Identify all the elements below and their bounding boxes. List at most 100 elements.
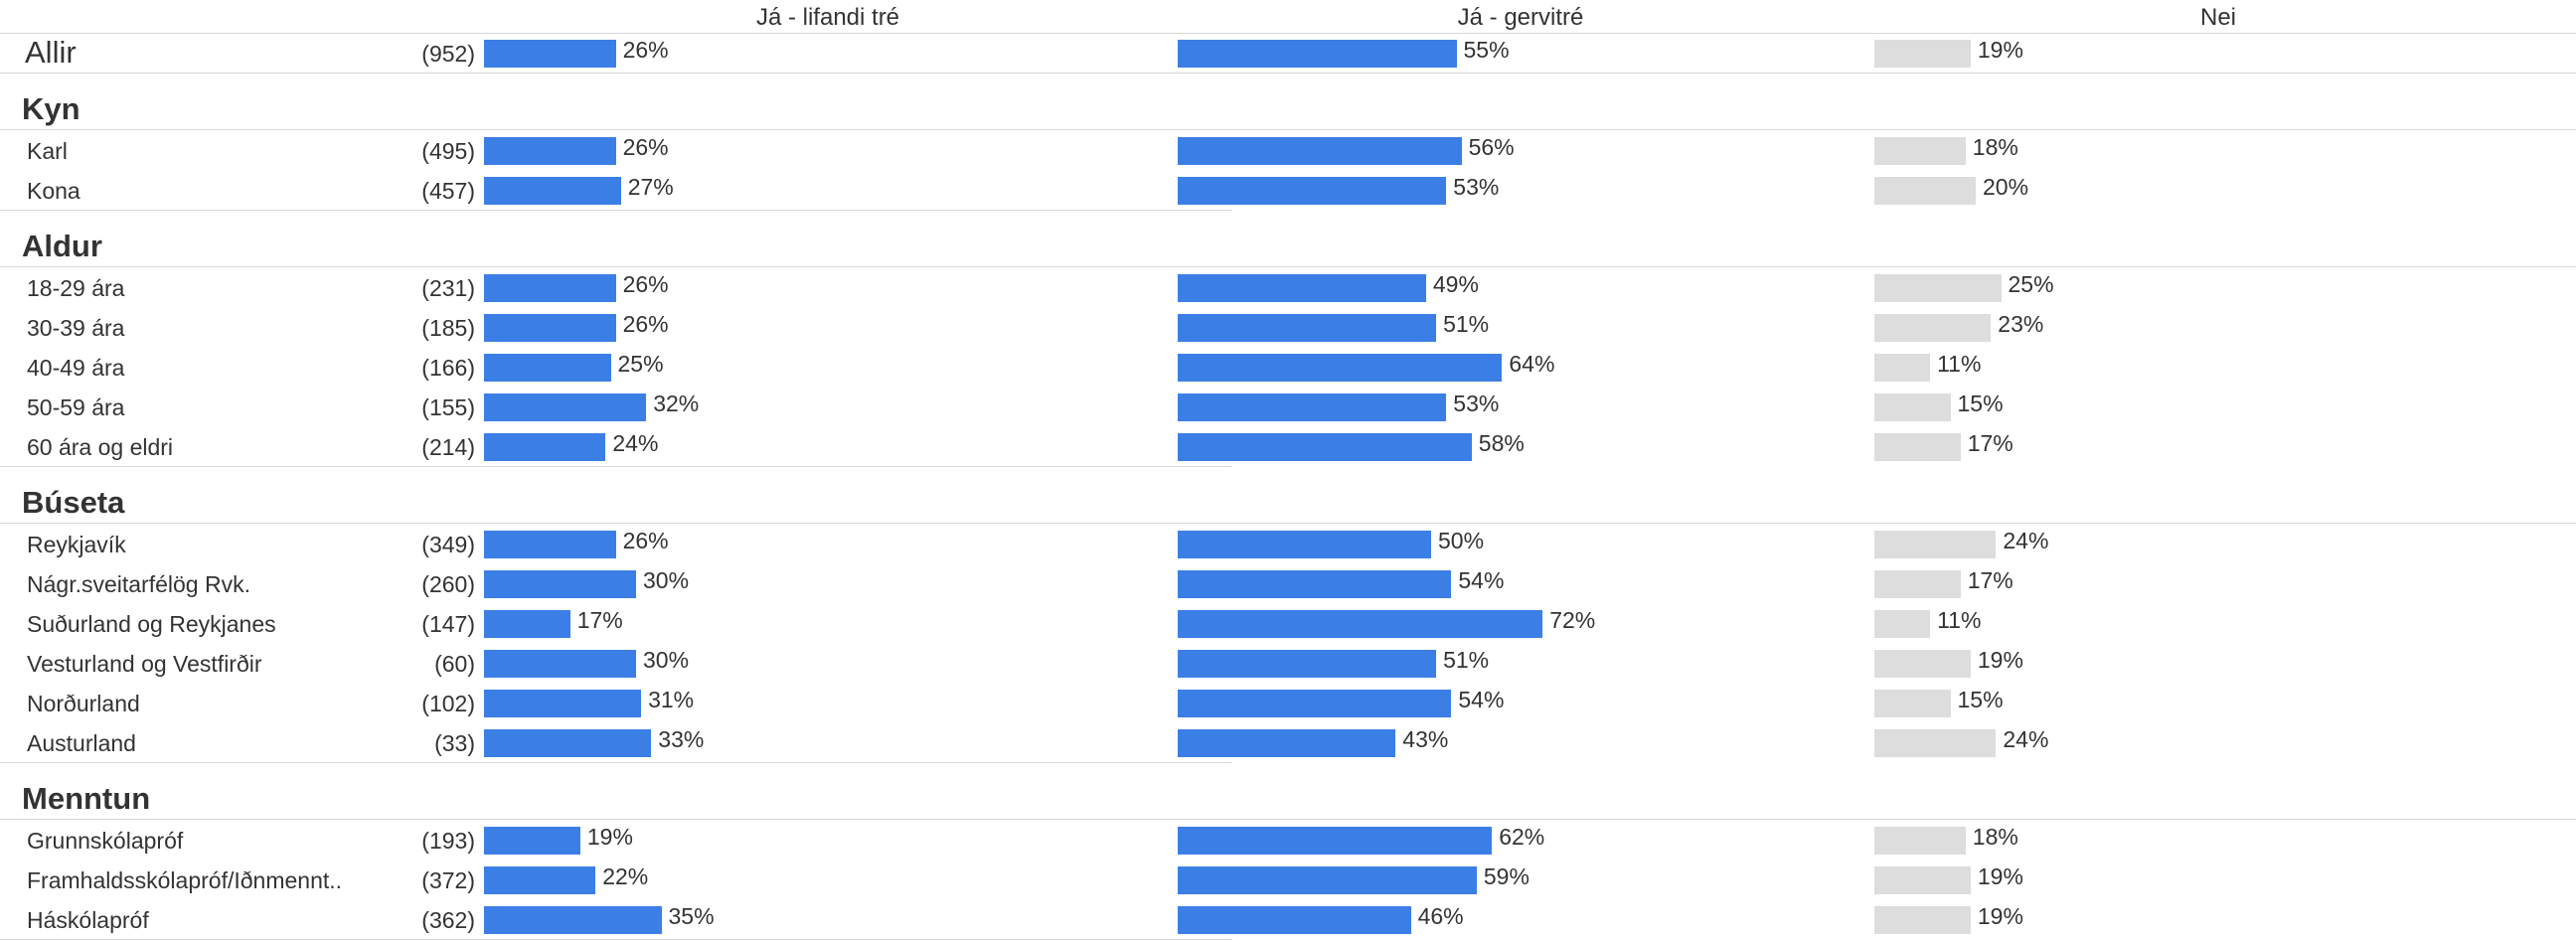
bar <box>1874 314 1992 342</box>
bar <box>1874 866 1971 894</box>
row-count: (102) <box>421 691 475 716</box>
section-end-divider <box>0 210 1232 211</box>
row-label: Vesturland og Vestfirðir <box>27 651 262 677</box>
bar-value-label: 49% <box>1432 271 1479 297</box>
header-divider <box>0 33 2576 34</box>
row-label: 40-49 ára <box>27 355 125 381</box>
bar <box>484 729 652 757</box>
row-count: (495) <box>421 138 475 164</box>
bar <box>1178 433 1472 461</box>
bar <box>1178 690 1452 717</box>
bar <box>1178 906 1411 934</box>
column-header: Nei <box>2199 4 2236 31</box>
row-label: Nágr.sveitarfélög Rvk. <box>27 571 250 597</box>
bar-value-label: 50% <box>1438 528 1485 553</box>
row-count: (952) <box>421 41 475 67</box>
row-count: (349) <box>421 532 475 557</box>
bar <box>1178 866 1477 894</box>
bar-value-label: 55% <box>1463 37 1510 63</box>
row-label: Karl <box>27 138 68 164</box>
row-count: (166) <box>421 355 475 381</box>
bar <box>1874 570 1961 598</box>
bar <box>484 137 616 165</box>
bar-value-label: 11% <box>1937 607 1982 633</box>
bar-value-label: 62% <box>1499 824 1545 850</box>
bar-value-label: 30% <box>643 647 690 673</box>
bar <box>1178 827 1493 855</box>
bar <box>484 827 580 855</box>
bar-value-label: 19% <box>1977 863 2023 889</box>
bar <box>484 314 616 342</box>
bar-value-label: 35% <box>668 903 715 929</box>
column-header: Já - gervitré <box>1457 4 1584 31</box>
bar-value-label: 33% <box>658 726 705 752</box>
bar-value-label: 22% <box>602 863 649 889</box>
bar <box>1874 610 1931 638</box>
bar-value-label: 27% <box>627 174 674 200</box>
bar-value-label: 18% <box>1972 134 2018 160</box>
row-label: 18-29 ára <box>27 275 125 301</box>
bar-value-label: 17% <box>576 607 623 633</box>
bar <box>484 570 636 598</box>
row-label: Háskólapróf <box>27 907 149 933</box>
bar-value-label: 25% <box>2008 271 2054 297</box>
row-count: (260) <box>421 571 475 597</box>
row-count: (147) <box>421 611 475 637</box>
bar-value-label: 24% <box>2003 528 2049 553</box>
bar-value-label: 15% <box>1957 391 2004 416</box>
section-divider <box>0 819 2576 820</box>
bar-value-label: 46% <box>1417 903 1464 929</box>
row-count: (457) <box>421 178 475 204</box>
row-label: Kona <box>27 178 80 204</box>
bar <box>484 650 636 678</box>
bar-value-label: 23% <box>1998 311 2044 337</box>
row-count: (155) <box>421 394 475 420</box>
bar-value-label: 51% <box>1443 311 1490 337</box>
bar <box>1178 531 1431 558</box>
bar <box>1874 354 1931 382</box>
row-label: Austurland <box>27 730 136 756</box>
row-count: (362) <box>421 907 475 933</box>
row-label: Reykjavík <box>27 532 126 557</box>
row-count: (33) <box>434 730 475 756</box>
bar-value-label: 26% <box>622 528 669 553</box>
row-label: Framhaldsskólapróf/Iðnmennt.. <box>27 867 343 893</box>
bar <box>1874 827 1966 855</box>
bar <box>1874 393 1951 421</box>
bar-value-label: 72% <box>1549 607 1596 633</box>
bar-value-label: 11% <box>1937 351 1982 377</box>
row-label: Norðurland <box>27 691 140 716</box>
section-divider <box>0 266 2576 267</box>
bar-value-label: 26% <box>622 134 669 160</box>
bar <box>1874 40 1971 68</box>
bar <box>1178 393 1447 421</box>
bar-value-label: 19% <box>1977 647 2023 673</box>
bar <box>484 433 606 461</box>
bar-value-label: 51% <box>1443 647 1490 673</box>
row-label: Suðurland og Reykjanes <box>27 611 276 637</box>
bar <box>1874 137 1966 165</box>
bar-value-label: 18% <box>1972 824 2018 850</box>
row-count: (60) <box>434 651 475 677</box>
bar-value-label: 56% <box>1468 134 1515 160</box>
section-title: Búseta <box>22 485 125 520</box>
bar <box>484 393 647 421</box>
bar <box>484 40 616 68</box>
section-divider <box>0 129 2576 130</box>
bar-value-label: 19% <box>586 824 633 850</box>
bar-value-label: 54% <box>1458 687 1505 712</box>
bar-value-label: 53% <box>1453 391 1500 416</box>
bar <box>1874 531 1997 558</box>
bar <box>1178 650 1437 678</box>
bar <box>1874 274 2002 302</box>
bar <box>1874 650 1971 678</box>
bar-value-label: 15% <box>1957 687 2004 712</box>
bar <box>1874 433 1961 461</box>
bar-value-label: 20% <box>1983 174 2029 200</box>
bar-value-label: 26% <box>622 311 669 337</box>
bar <box>484 906 662 934</box>
row-label: 50-59 ára <box>27 394 125 420</box>
bar-value-label: 54% <box>1458 567 1505 593</box>
bar-value-label: 58% <box>1478 430 1525 456</box>
bar-value-label: 17% <box>1967 567 2013 593</box>
